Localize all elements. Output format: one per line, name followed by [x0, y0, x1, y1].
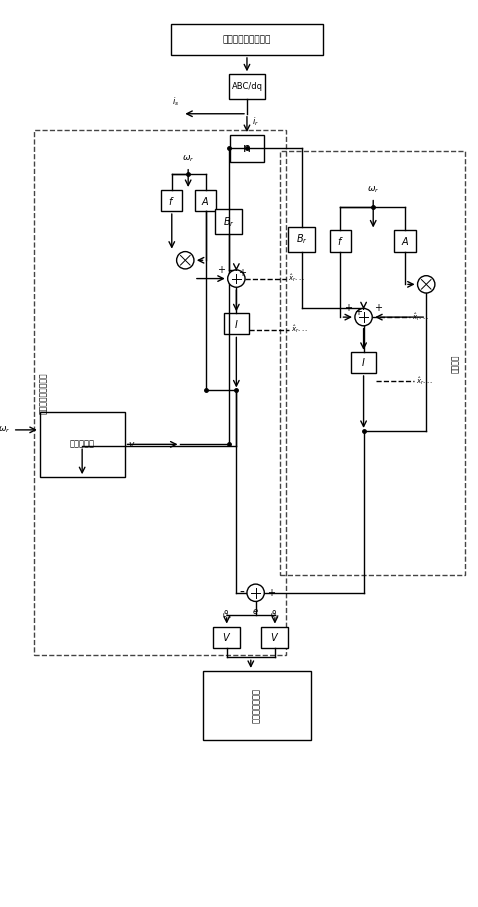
- Bar: [261, 627, 288, 648]
- Circle shape: [228, 270, 245, 288]
- Text: $f$: $f$: [168, 194, 175, 207]
- Text: 真实系统: 真实系统: [451, 354, 460, 373]
- Text: ABC/dq: ABC/dq: [231, 83, 262, 92]
- Bar: [34, 130, 286, 656]
- Bar: [229, 135, 264, 162]
- Bar: [40, 412, 125, 477]
- Text: +: +: [239, 268, 246, 278]
- Text: 滑模观测器控制系统: 滑模观测器控制系统: [39, 372, 48, 414]
- Text: $I$: $I$: [361, 356, 366, 368]
- Circle shape: [418, 276, 435, 293]
- Bar: [203, 671, 311, 740]
- Text: +: +: [267, 588, 275, 598]
- Text: 双馈感应异步发电机: 双馈感应异步发电机: [223, 35, 271, 44]
- Text: $\hat{x}_r...$: $\hat{x}_r...$: [416, 375, 433, 386]
- Text: n: n: [243, 142, 251, 155]
- Text: $A$: $A$: [201, 194, 210, 207]
- Text: $\vartheta_r$: $\vartheta_r$: [270, 609, 280, 620]
- Bar: [161, 190, 183, 211]
- Bar: [215, 210, 242, 234]
- Text: e: e: [253, 607, 258, 616]
- Circle shape: [176, 251, 194, 269]
- Text: $\omega_r$: $\omega_r$: [182, 154, 195, 164]
- Text: $B_r$: $B_r$: [223, 215, 235, 229]
- Text: $i_s$: $i_s$: [172, 95, 180, 108]
- Text: +: +: [344, 303, 352, 313]
- Bar: [288, 227, 315, 251]
- Bar: [171, 24, 323, 55]
- Text: $\vartheta_s$: $\vartheta_s$: [222, 609, 232, 620]
- Bar: [213, 627, 240, 648]
- Text: $I$: $I$: [234, 317, 239, 330]
- Text: $V$: $V$: [270, 631, 280, 643]
- Text: $\hat{x}_r...$: $\hat{x}_r...$: [412, 311, 429, 323]
- Text: $\hat{x}_r...$: $\hat{x}_r...$: [288, 273, 305, 285]
- Text: $f$: $f$: [337, 235, 344, 247]
- Text: $\omega_r$: $\omega_r$: [0, 424, 11, 435]
- Bar: [330, 230, 351, 251]
- Text: +: +: [354, 307, 362, 317]
- Bar: [224, 313, 249, 335]
- Text: 速度控制器: 速度控制器: [70, 440, 95, 449]
- Text: $\hat{x}_r...$: $\hat{x}_r...$: [291, 324, 309, 336]
- Text: $v$: $v$: [129, 440, 136, 449]
- Bar: [280, 151, 465, 575]
- Bar: [228, 74, 265, 99]
- Text: $A$: $A$: [401, 235, 409, 247]
- Text: +: +: [217, 265, 225, 275]
- Text: $V$: $V$: [222, 631, 231, 643]
- Circle shape: [247, 584, 264, 601]
- Text: $B_r$: $B_r$: [296, 232, 308, 246]
- Bar: [394, 230, 416, 251]
- Circle shape: [355, 308, 372, 326]
- Bar: [351, 352, 376, 373]
- Text: -: -: [239, 586, 244, 600]
- Bar: [195, 190, 216, 211]
- Text: $\omega_r$: $\omega_r$: [367, 185, 380, 195]
- Text: $i_r$: $i_r$: [252, 115, 259, 128]
- Text: 电机控制器输出: 电机控制器输出: [252, 688, 261, 723]
- Text: +: +: [374, 303, 382, 313]
